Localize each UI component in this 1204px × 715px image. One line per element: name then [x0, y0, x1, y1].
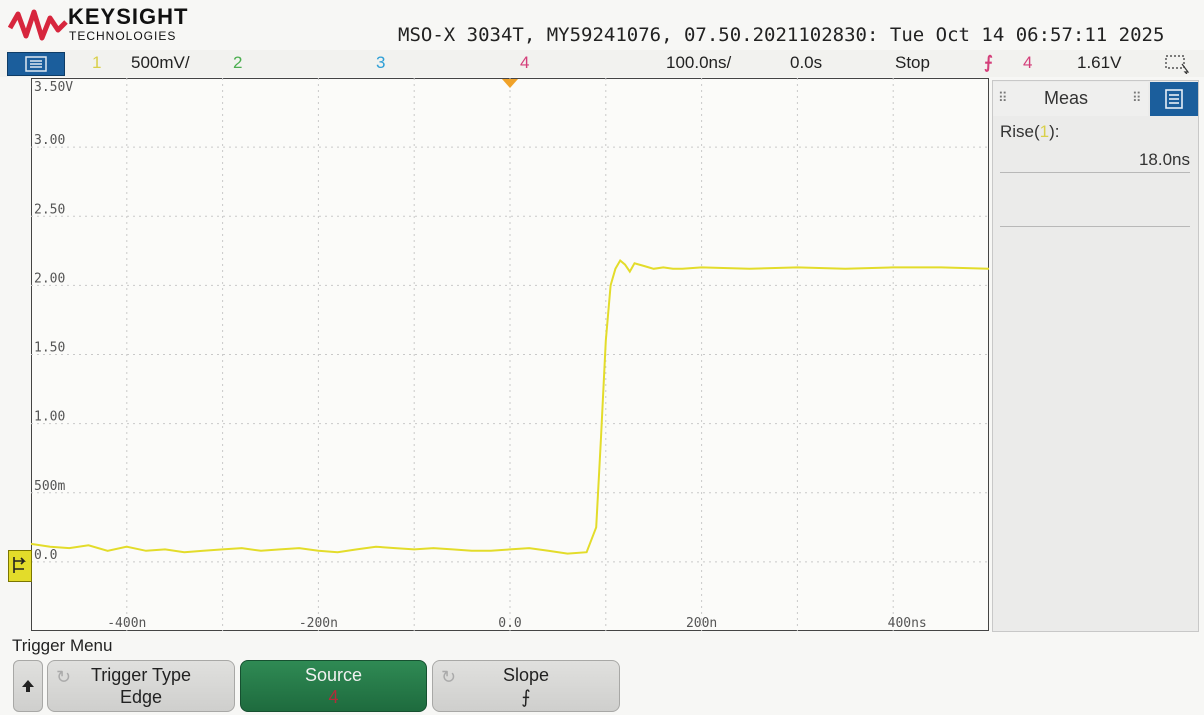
ch1-scale[interactable]: 500mV/: [131, 53, 190, 73]
y-tick-label: 0.0: [34, 548, 57, 563]
y-tick-label: 3.50V: [34, 80, 73, 95]
y-tick-label: 2.00: [34, 271, 65, 286]
waveform-plot: 3.50V 3.00 2.50 2.00 1.50 1.00 500m 0.0 -400n -20…: [31, 78, 989, 631]
back-button[interactable]: [13, 660, 43, 712]
softkey-menu-title: Trigger Menu: [12, 636, 112, 656]
meas-rise-label: Rise(1):: [1000, 122, 1060, 142]
instrument-title: MSO-X 3034T, MY59241076, 07.50.202110283…: [398, 24, 1164, 46]
meas-rise-value: 18.0ns: [1130, 150, 1190, 170]
menu-icon: [24, 56, 48, 72]
trigger-slope-icon: ⨍: [984, 53, 993, 73]
x-tick-label: 200n: [686, 616, 717, 631]
trigger-type-label: Trigger Type: [91, 664, 191, 686]
trigger-type-value: Edge: [120, 686, 162, 708]
ground-reference-icon: [9, 551, 31, 581]
x-tick-label: -400n: [107, 616, 146, 631]
y-tick-label: 1.50: [34, 341, 65, 356]
keysight-logo-icon: [8, 8, 68, 44]
y-tick-label: 2.50: [34, 202, 65, 217]
rotate-knob-icon: ↻: [56, 667, 71, 688]
menu-icon: [1163, 88, 1185, 110]
slope-label: Slope: [503, 664, 549, 686]
ch1-indicator[interactable]: 1: [92, 53, 101, 73]
rotate-knob-icon: ↻: [441, 667, 456, 688]
y-tick-label: 1.00: [34, 410, 65, 425]
y-tick-label: 3.00: [34, 133, 65, 148]
slope-softkey[interactable]: ↻ Slope ⨍: [432, 660, 620, 712]
ch1-trace: [31, 261, 989, 554]
timebase-scale[interactable]: 100.0ns/: [666, 53, 731, 73]
x-tick-label: 400ns: [888, 616, 927, 631]
main-menu-button[interactable]: [7, 52, 65, 76]
meas-menu-button[interactable]: [1150, 82, 1198, 116]
y-tick-label: 500m: [34, 479, 65, 494]
ch4-indicator[interactable]: 4: [520, 53, 529, 73]
x-tick-label: -200n: [299, 616, 338, 631]
meas-divider: [1000, 226, 1190, 227]
meas-label-suffix: ):: [1049, 122, 1059, 141]
timebase-delay[interactable]: 0.0s: [790, 53, 822, 73]
run-state[interactable]: Stop: [895, 53, 930, 73]
slope-value: ⨍: [521, 686, 530, 708]
x-tick-label: 0.0: [498, 616, 521, 631]
source-label: Source: [305, 664, 362, 686]
brand-sub: TECHNOLOGIES: [69, 29, 176, 43]
trigger-source[interactable]: 4: [1023, 53, 1032, 73]
ch1-ground-marker[interactable]: [8, 550, 32, 582]
touch-select-icon[interactable]: [1164, 54, 1192, 74]
meas-title: Meas: [1044, 88, 1088, 109]
meas-divider: [1000, 172, 1190, 173]
trigger-level[interactable]: 1.61V: [1077, 53, 1121, 73]
trigger-position-marker-icon[interactable]: [500, 78, 520, 90]
source-softkey[interactable]: Source 4: [240, 660, 427, 712]
meas-label-channel: 1: [1040, 122, 1049, 141]
ch3-indicator[interactable]: 3: [376, 53, 385, 73]
ch2-indicator[interactable]: 2: [233, 53, 242, 73]
brand-name: KEYSIGHT: [68, 4, 188, 30]
drag-grip-icon[interactable]: ⠿: [998, 90, 1008, 106]
arrow-up-icon: [21, 679, 35, 693]
drag-grip-icon[interactable]: ⠿: [1132, 90, 1142, 106]
meas-label-prefix: Rise(: [1000, 122, 1040, 141]
source-value: 4: [328, 686, 338, 708]
trigger-type-softkey[interactable]: ↻ Trigger Type Edge: [47, 660, 235, 712]
